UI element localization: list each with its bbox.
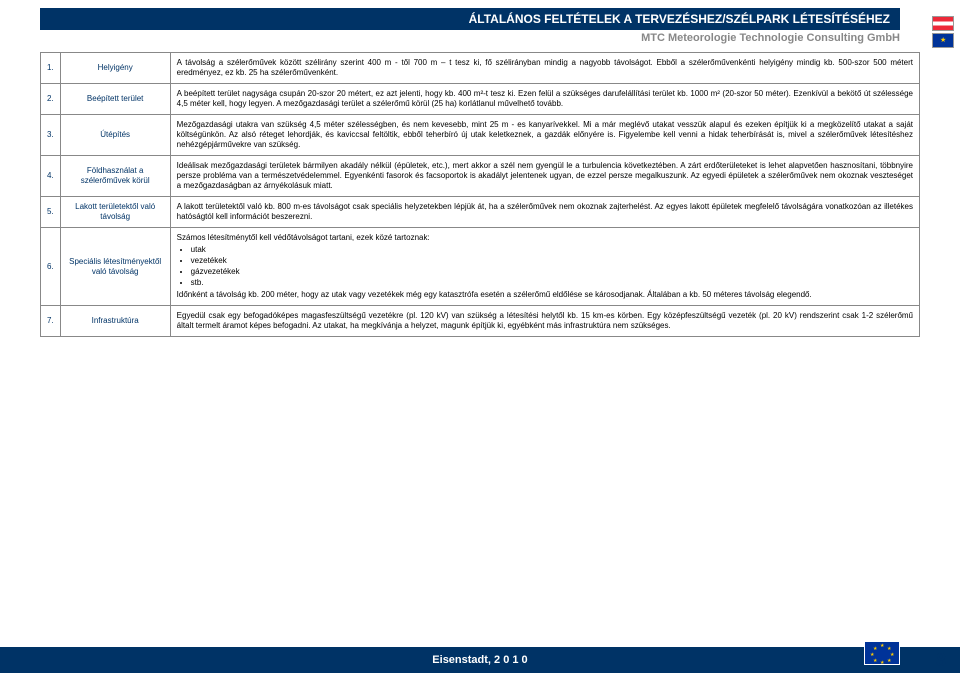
footer-text: Eisenstadt, 2 0 1 0 (0, 647, 960, 673)
row-label: Infrastruktúra (60, 306, 170, 337)
table-row: 2.Beépített területA beépített terület n… (41, 84, 920, 115)
row-text: A távolság a szélerőművek között szélirá… (170, 53, 919, 84)
row-label: Lakott területektől való távolság (60, 197, 170, 228)
row-label: Beépített terület (60, 84, 170, 115)
bullet-item: stb. (191, 278, 913, 288)
row-text: A beépített terület nagysága csupán 20-s… (170, 84, 919, 115)
table-row: 4.Földhasználat a szélerőművek körülIdeá… (41, 156, 920, 197)
footer-eu-flag-icon: ★★ ★★ ★★ ★★ (864, 641, 900, 665)
table-row: 1.HelyigényA távolság a szélerőművek köz… (41, 53, 920, 84)
content-area: 1.HelyigényA távolság a szélerőművek köz… (40, 52, 920, 337)
conditions-table: 1.HelyigényA távolság a szélerőművek köz… (40, 52, 920, 337)
row-number: 2. (41, 84, 61, 115)
row-label: Földhasználat a szélerőművek körül (60, 156, 170, 197)
page-number: 8 (936, 650, 946, 671)
bullet-item: utak (191, 245, 913, 255)
table-row: 5.Lakott területektől való távolságA lak… (41, 197, 920, 228)
flag-eu-icon (932, 33, 954, 48)
row-number: 1. (41, 53, 61, 84)
row-text: Ideálisak mezőgazdasági területek bármil… (170, 156, 919, 197)
footer-bar: Eisenstadt, 2 0 1 0 ★★ ★★ ★★ ★★ (0, 647, 960, 673)
table-row: 6.Speciális létesítményektől való távols… (41, 228, 920, 306)
row-number: 4. (41, 156, 61, 197)
bullet-list: utakvezetékekgázvezetékekstb. (177, 245, 913, 288)
row-number: 5. (41, 197, 61, 228)
row-text: Számos létesítménytől kell védőtávolságo… (170, 228, 919, 306)
bullet-item: vezetékek (191, 256, 913, 266)
row-label: Útépítés (60, 115, 170, 156)
corner-flags (932, 16, 954, 48)
row-text: Egyedül csak egy befogadóképes magasfesz… (170, 306, 919, 337)
page-title-bar: ÁLTALÁNOS FELTÉTELEK A TERVEZÉSHEZ/SZÉLP… (40, 8, 900, 30)
page-subtitle: MTC Meteorologie Technologie Consulting … (40, 32, 900, 44)
row-number: 3. (41, 115, 61, 156)
row-text: Mezőgazdasági utakra van szükség 4,5 mét… (170, 115, 919, 156)
table-row: 7.InfrastruktúraEgyedül csak egy befogad… (41, 306, 920, 337)
row-text: A lakott területektől való kb. 800 m-es … (170, 197, 919, 228)
table-row: 3.ÚtépítésMezőgazdasági utakra van szüks… (41, 115, 920, 156)
row-number: 7. (41, 306, 61, 337)
row-label: Speciális létesítményektől való távolság (60, 228, 170, 306)
flag-austria-icon (932, 16, 954, 31)
page-title: ÁLTALÁNOS FELTÉTELEK A TERVEZÉSHEZ/SZÉLP… (469, 12, 890, 26)
bullet-item: gázvezetékek (191, 267, 913, 277)
row-number: 6. (41, 228, 61, 306)
row-label: Helyigény (60, 53, 170, 84)
